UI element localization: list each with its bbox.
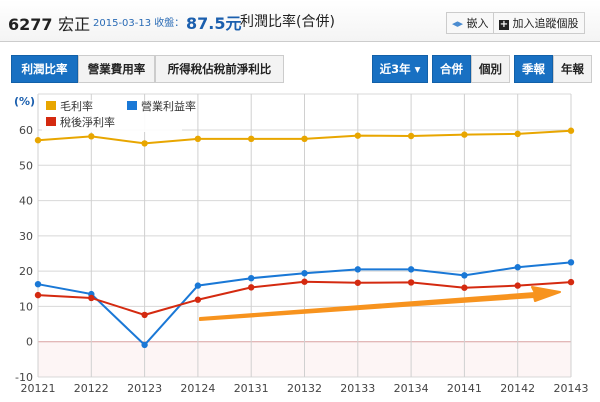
x-tick-label: 20131 (234, 382, 269, 395)
data-point-gross (301, 135, 308, 143)
data-point-net (194, 296, 202, 303)
trend-arrow (199, 286, 561, 321)
data-point-op (567, 259, 575, 266)
data-point-op (248, 275, 255, 282)
data-point-op (514, 264, 521, 271)
annual-button[interactable]: 年報 (553, 55, 592, 83)
data-point-net (88, 294, 95, 302)
data-point-net (461, 284, 468, 291)
close-price: 87.5元 (186, 14, 242, 33)
legend-bg (42, 100, 182, 132)
consolidated-button[interactable]: 合併 (432, 55, 471, 83)
data-point-gross (194, 135, 202, 143)
x-tick-label: 20133 (340, 382, 375, 395)
data-point-gross (567, 127, 575, 134)
header: 6277 宏正 2015-03-13 收盤： 87.5元 利潤比率(合併) ◂▸… (0, 0, 600, 42)
x-tick-label: 20143 (554, 382, 589, 395)
data-point-gross (34, 137, 42, 144)
quarterly-button[interactable]: 季報 (514, 55, 553, 83)
y-tick-label: 20 (19, 265, 33, 278)
data-point-op (354, 266, 361, 273)
y-tick-label: -10 (15, 371, 33, 384)
plus-icon: + (499, 19, 509, 30)
x-tick-label: 20141 (447, 382, 482, 395)
data-point-op (141, 341, 148, 349)
track-label: 加入追蹤個股 (512, 17, 579, 30)
legend-label-gross: 毛利率 (60, 99, 93, 113)
data-point-gross (461, 131, 468, 138)
tab-profit-ratio[interactable]: 利潤比率 (11, 55, 78, 83)
code-icon: ◂▸ (452, 17, 464, 30)
tab-tax-ratio[interactable]: 所得稅佔稅前淨利比 (155, 55, 284, 83)
data-point-net (141, 311, 148, 319)
legend-swatch-op (127, 101, 137, 110)
page-title: 利潤比率(合併) (240, 14, 335, 30)
y-tick-label: 30 (19, 230, 33, 243)
legend-label-op: 營業利益率 (141, 99, 196, 113)
close-date: 2015-03-13 收盤： (93, 18, 185, 29)
data-point-gross (248, 135, 255, 143)
data-point-op (301, 270, 308, 277)
track-button[interactable]: + 加入追蹤個股 (493, 12, 585, 34)
data-point-gross (354, 132, 361, 139)
tab-opex-ratio[interactable]: 營業費用率 (78, 55, 155, 83)
data-point-net (514, 282, 521, 289)
x-tick-label: 20122 (74, 382, 109, 395)
x-tick-label: 20142 (500, 382, 535, 395)
data-point-gross (141, 140, 148, 147)
x-tick-label: 20121 (21, 382, 56, 395)
data-point-gross (514, 130, 521, 138)
individual-button[interactable]: 個別 (471, 55, 510, 83)
y-tick-label: 40 (19, 195, 33, 208)
data-point-gross (407, 132, 415, 140)
y-tick-label: 50 (19, 159, 33, 172)
y-tick-label: 0 (26, 336, 33, 349)
stock-name: 宏正 (58, 15, 91, 34)
legend-swatch-gross (46, 101, 56, 110)
data-point-op (407, 266, 415, 273)
embed-label: 嵌入 (466, 17, 489, 30)
stock-title: 6277 宏正 (8, 11, 90, 35)
data-point-net (354, 279, 361, 286)
period-dropdown[interactable]: 近3年 ▾ (372, 55, 428, 83)
x-tick-label: 20132 (287, 382, 322, 395)
data-point-net (567, 278, 575, 286)
data-point-op (461, 272, 468, 279)
data-point-net (407, 279, 415, 286)
legend-swatch-net (46, 117, 56, 126)
data-point-op (34, 280, 42, 288)
data-point-net (248, 284, 255, 291)
data-point-net (34, 291, 42, 299)
x-tick-label: 20124 (180, 382, 215, 395)
x-tick-label: 20123 (127, 382, 162, 395)
data-point-net (301, 278, 308, 285)
legend-label-net: 稅後淨利率 (60, 115, 115, 129)
stock-code: 6277 (8, 15, 53, 34)
x-tick-label: 20134 (394, 382, 429, 395)
y-axis-unit: (%) (14, 95, 35, 108)
y-tick-label: 10 (19, 300, 33, 313)
data-point-gross (88, 133, 95, 140)
y-tick-label: 60 (19, 124, 33, 137)
data-point-op (194, 282, 202, 289)
